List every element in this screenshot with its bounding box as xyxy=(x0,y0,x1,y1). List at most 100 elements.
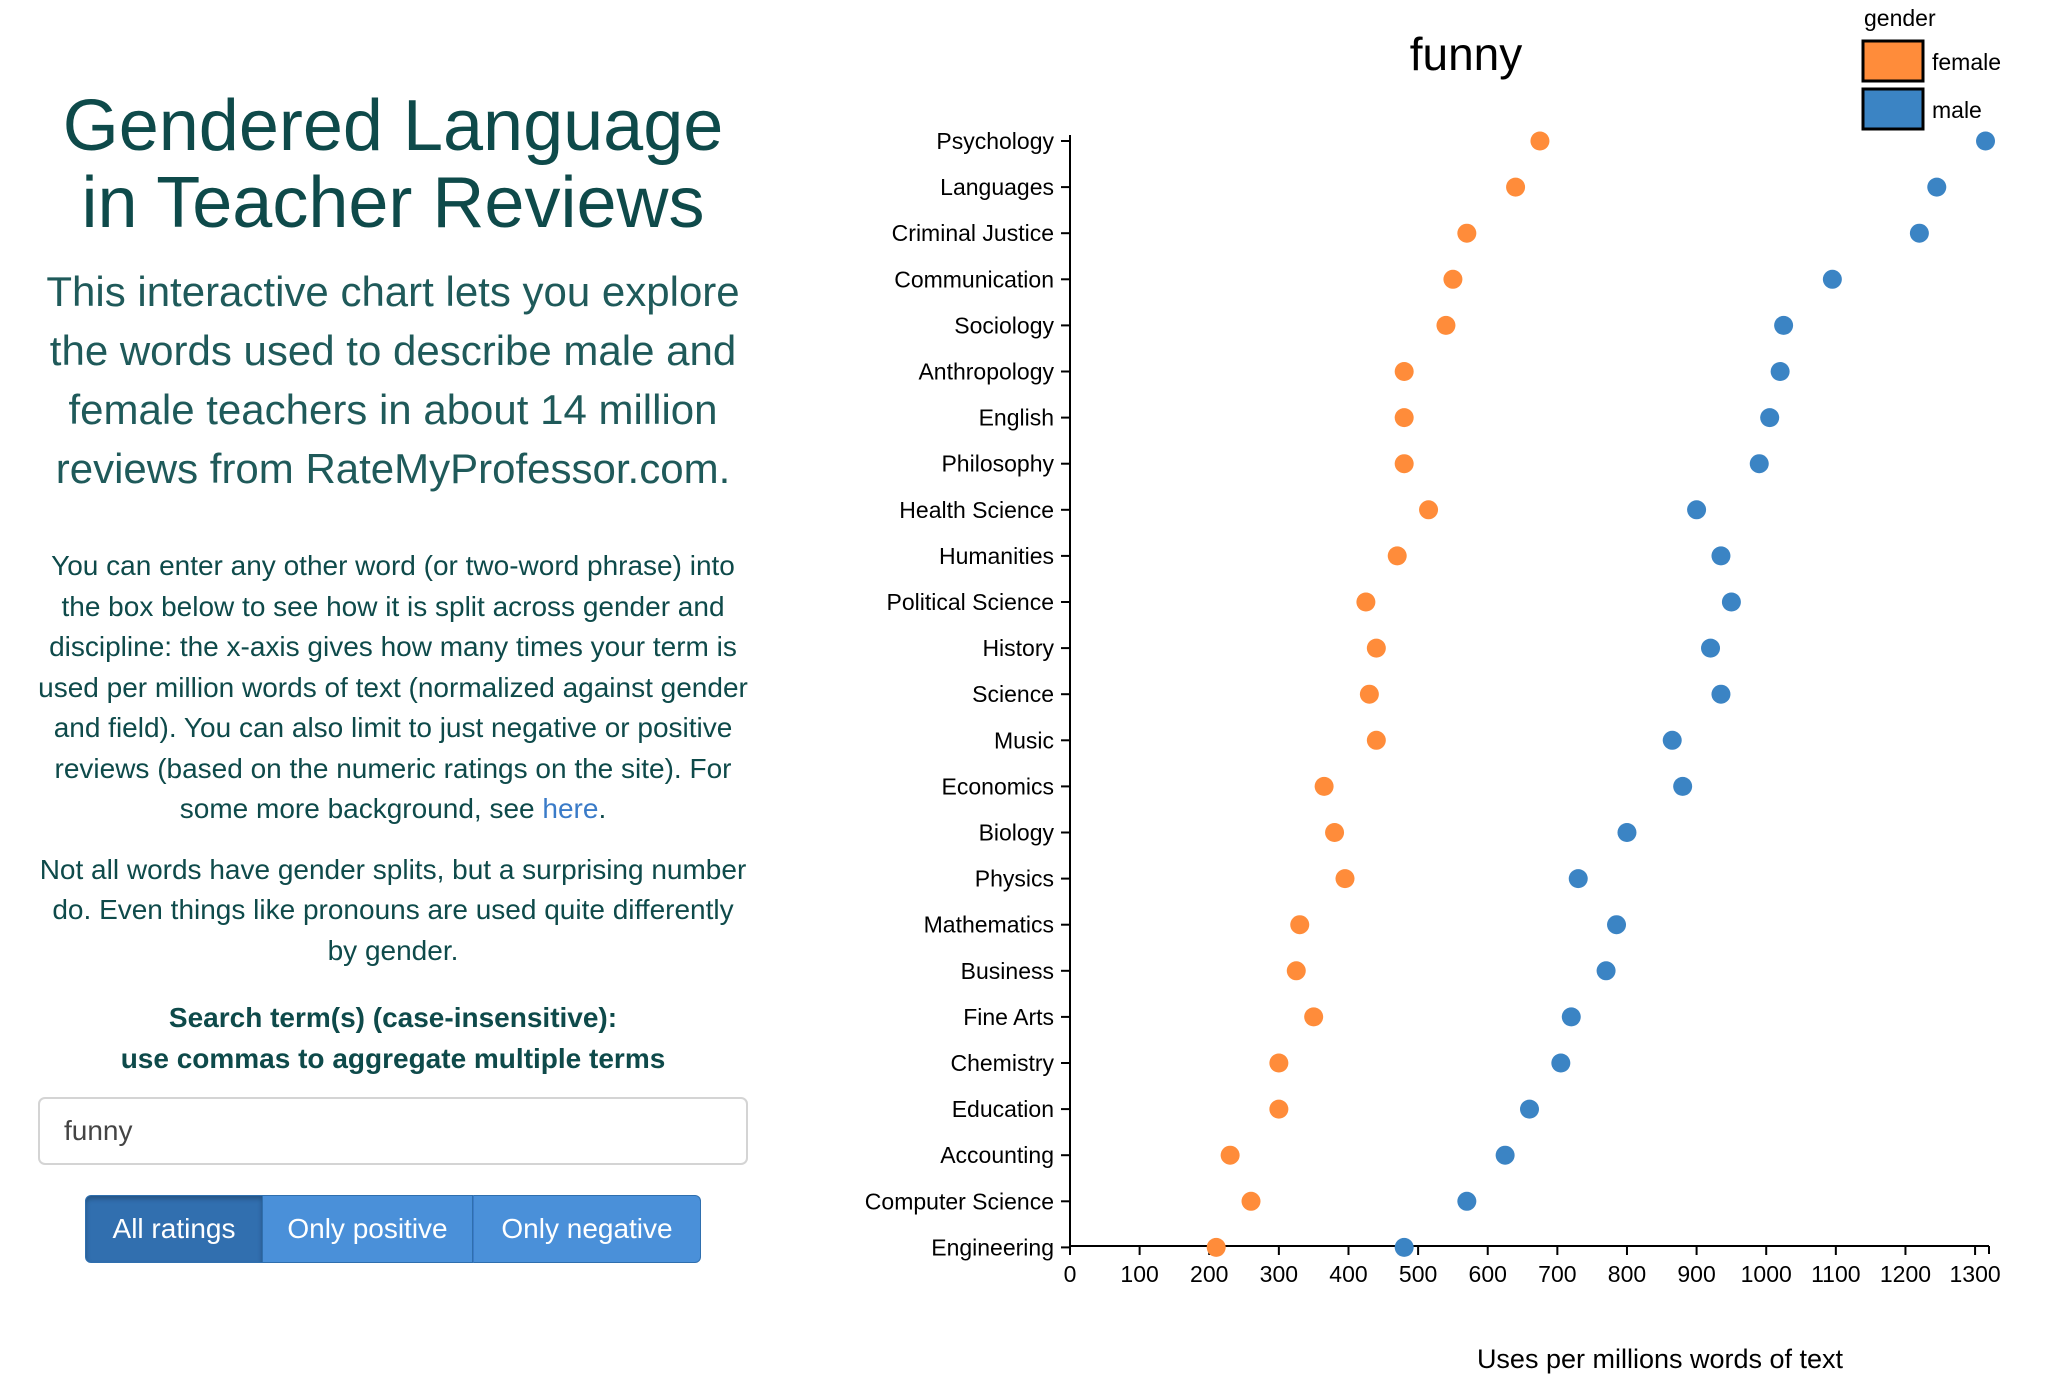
x-tick-label: 1200 xyxy=(1880,1261,1931,1287)
x-tick-label: 1300 xyxy=(1949,1261,2000,1287)
dot-male[interactable] xyxy=(1749,454,1769,474)
x-tick-label: 600 xyxy=(1469,1261,1507,1287)
dot-female[interactable] xyxy=(1394,454,1414,474)
dot-male[interactable] xyxy=(1721,592,1741,612)
dot-male[interactable] xyxy=(1687,500,1707,520)
dot-female[interactable] xyxy=(1314,776,1334,796)
dot-male[interactable] xyxy=(1770,362,1790,381)
dot-female[interactable] xyxy=(1394,362,1414,381)
left-panel: Gendered Language in Teacher Reviews Thi… xyxy=(38,88,748,1263)
y-tick-label: Chemistry xyxy=(950,1050,1054,1076)
dot-male[interactable] xyxy=(1568,869,1588,889)
dot-female[interactable] xyxy=(1241,1191,1261,1211)
dot-male[interactable] xyxy=(1561,1007,1581,1027)
x-tick-label: 800 xyxy=(1608,1261,1646,1287)
dot-male[interactable] xyxy=(1551,1053,1571,1073)
x-tick-label: 1100 xyxy=(1811,1261,1860,1287)
dot-male[interactable] xyxy=(1495,1145,1515,1165)
dot-female[interactable] xyxy=(1457,223,1477,243)
dot-male[interactable] xyxy=(1711,684,1731,704)
dot-female[interactable] xyxy=(1269,1099,1289,1119)
all-ratings-button[interactable]: All ratings xyxy=(85,1195,263,1263)
description-period: . xyxy=(598,793,607,824)
dot-female[interactable] xyxy=(1290,915,1310,935)
dot-female[interactable] xyxy=(1530,131,1550,151)
dot-female[interactable] xyxy=(1206,1237,1226,1257)
dot-male[interactable] xyxy=(1760,408,1780,428)
y-tick-label: Anthropology xyxy=(918,359,1054,385)
y-tick-label: Fine Arts xyxy=(963,1004,1054,1030)
y-tick-label: History xyxy=(982,635,1054,661)
y-tick-label: Economics xyxy=(942,773,1054,799)
dot-female[interactable] xyxy=(1325,823,1345,842)
x-tick-label: 100 xyxy=(1120,1261,1158,1287)
description-paragraph: You can enter any other word (or two-wor… xyxy=(38,546,748,830)
y-tick-label: Physics xyxy=(975,866,1054,892)
y-tick-label: Health Science xyxy=(899,497,1054,523)
dot-female[interactable] xyxy=(1335,869,1355,889)
dot-female[interactable] xyxy=(1436,315,1456,335)
dot-female[interactable] xyxy=(1366,638,1386,658)
dot-male[interactable] xyxy=(1927,177,1947,197)
dot-female[interactable] xyxy=(1269,1053,1289,1073)
dot-male[interactable] xyxy=(1596,961,1616,981)
y-axis: Psychology Languages Criminal Justice Commu… xyxy=(865,128,1071,1260)
chart-title: funny xyxy=(1410,28,1523,80)
dot-male[interactable] xyxy=(1701,638,1721,658)
x-tick-label: 300 xyxy=(1260,1261,1298,1287)
dot-male[interactable] xyxy=(1394,1237,1414,1257)
y-tick-label: Political Science xyxy=(887,589,1054,615)
dot-female[interactable] xyxy=(1419,500,1439,520)
description-text: You can enter any other word (or two-wor… xyxy=(38,550,748,824)
search-label: Search term(s) (case-insensitive): use c… xyxy=(38,997,748,1079)
only-negative-button[interactable]: Only negative xyxy=(473,1195,701,1263)
search-label-line2: use commas to aggregate multiple terms xyxy=(120,1043,666,1074)
dot-female[interactable] xyxy=(1220,1145,1240,1165)
y-tick-label: Accounting xyxy=(940,1142,1054,1168)
dot-female[interactable] xyxy=(1304,1007,1324,1027)
only-positive-button[interactable]: Only positive xyxy=(263,1195,473,1263)
y-tick-label: Mathematics xyxy=(924,912,1054,938)
dot-male[interactable] xyxy=(1822,269,1842,289)
dot-female[interactable] xyxy=(1506,177,1526,197)
dot-male[interactable] xyxy=(1617,823,1637,842)
y-tick-label: Psychology xyxy=(936,128,1054,154)
search-label-line1: Search term(s) (case-insensitive): xyxy=(168,1002,618,1033)
y-tick-label: Music xyxy=(994,727,1054,753)
y-tick-label: Business xyxy=(961,958,1054,984)
page-title: Gendered Language in Teacher Reviews xyxy=(62,86,724,243)
dot-male[interactable] xyxy=(1457,1191,1477,1211)
legend-swatch-male[interactable] xyxy=(1861,87,1925,131)
y-tick-label: Sociology xyxy=(954,312,1054,338)
dot-female[interactable] xyxy=(1387,546,1407,566)
dot-female[interactable] xyxy=(1286,961,1306,981)
y-tick-label: Criminal Justice xyxy=(892,220,1054,246)
dot-male[interactable] xyxy=(1607,915,1627,935)
dot-male[interactable] xyxy=(1976,131,1996,151)
x-tick-label: 500 xyxy=(1399,1261,1437,1287)
legend-swatch-female[interactable] xyxy=(1861,39,1925,83)
dot-male[interactable] xyxy=(1662,730,1682,750)
x-tick-label: 1000 xyxy=(1741,1261,1792,1287)
intro-text: This interactive chart lets you explore … xyxy=(46,268,740,492)
legend-label-female: female xyxy=(1932,49,2001,75)
dot-male[interactable] xyxy=(1774,315,1794,335)
y-tick-label: Philosophy xyxy=(941,451,1054,477)
y-tick-label: Humanities xyxy=(939,543,1054,569)
dot-female[interactable] xyxy=(1443,269,1463,289)
dot-female[interactable] xyxy=(1394,408,1414,428)
dot-female[interactable] xyxy=(1359,684,1379,704)
rating-filter-group: All ratings Only positive Only negative xyxy=(85,1195,701,1263)
x-tick-label: 900 xyxy=(1677,1261,1715,1287)
dot-male[interactable] xyxy=(1520,1099,1539,1119)
background-link[interactable]: here xyxy=(542,793,599,824)
dot-female[interactable] xyxy=(1356,592,1376,612)
dot-male[interactable] xyxy=(1673,776,1693,796)
dot-female[interactable] xyxy=(1366,730,1386,750)
dot-male[interactable] xyxy=(1909,223,1929,243)
y-tick-label: Science xyxy=(972,681,1054,707)
dot-male[interactable] xyxy=(1711,546,1731,566)
legend-title: gender xyxy=(1864,5,1936,31)
search-input[interactable] xyxy=(38,1097,748,1165)
